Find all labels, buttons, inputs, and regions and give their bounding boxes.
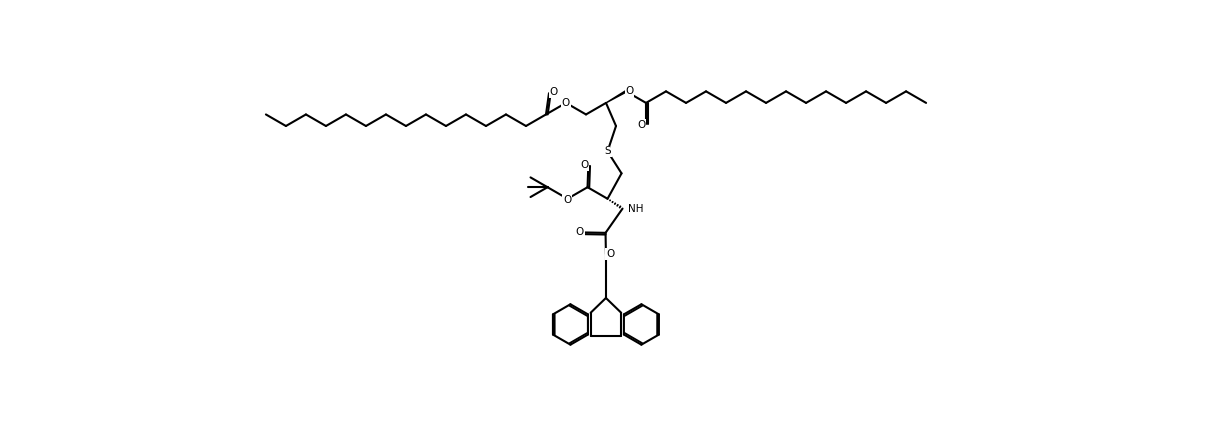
- Text: O: O: [606, 249, 615, 259]
- Text: O: O: [562, 194, 571, 204]
- Text: S: S: [604, 146, 611, 156]
- Text: O: O: [637, 120, 645, 130]
- Text: O: O: [550, 87, 558, 97]
- Text: O: O: [580, 160, 588, 170]
- Polygon shape: [606, 91, 626, 103]
- Text: NH: NH: [628, 204, 643, 214]
- Text: O: O: [562, 98, 570, 108]
- Text: O: O: [576, 227, 584, 237]
- Text: O: O: [626, 86, 633, 96]
